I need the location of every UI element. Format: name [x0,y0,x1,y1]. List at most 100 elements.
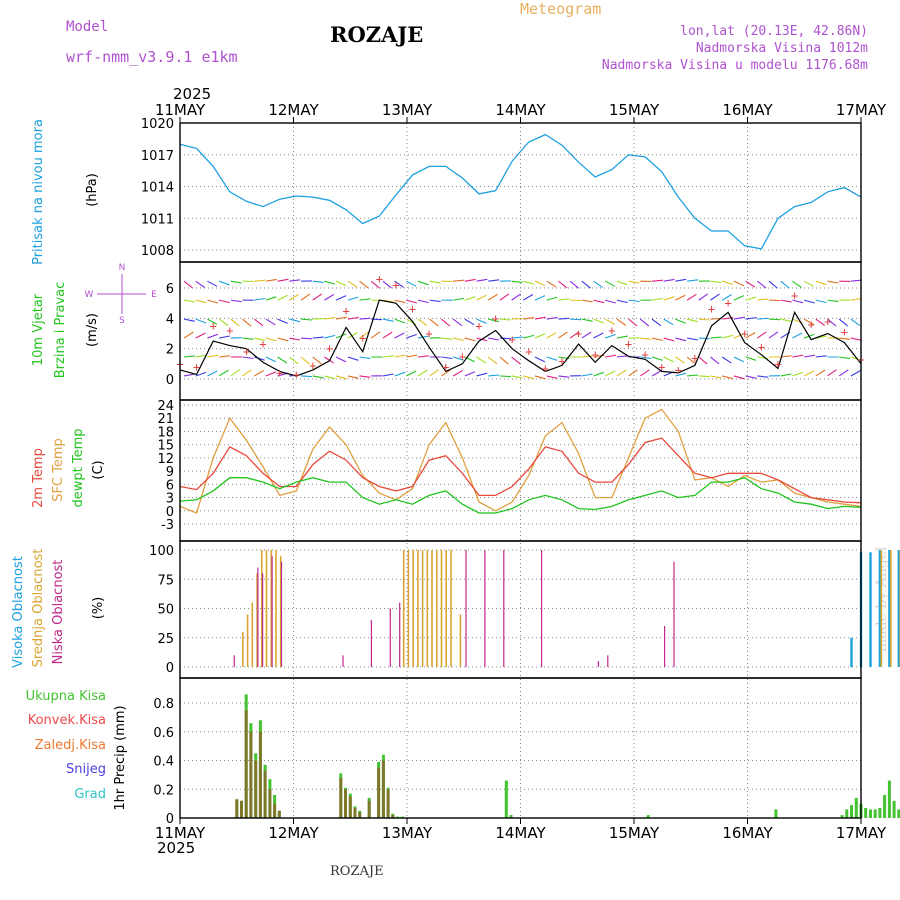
pressure-ylabel-title: Pritisak na nivou mora [31,119,46,265]
gust-marker: + [558,354,565,368]
year-bottom-label: 2025 [157,839,195,857]
wind-arrow [312,375,324,379]
wind-arrow [651,356,663,361]
cloud-bar-low [257,567,259,667]
wind-arrow [651,297,663,301]
wind-arrow [511,336,523,339]
wind-arrow [686,356,697,365]
wind-arrow [207,370,218,377]
temp-ytick-label: 12 [157,452,174,467]
wind-arrow [382,331,393,339]
altitude-label: Nadmorska Visina 1012m [695,41,868,56]
cloud-bar-mid [417,550,419,667]
precip-bar-total [864,807,868,818]
wind-arrow [488,374,500,377]
wind-arrow [218,318,229,326]
wind-arrow [183,318,195,322]
precip-bar-total [396,816,399,818]
cloud-ylabel-unit: (%) [91,597,106,620]
wind-arrow [335,356,347,363]
wind-arrow [242,369,252,377]
cloud-bar-high [869,552,872,667]
cloud-bar-low [233,655,235,667]
precip-bar-conv [235,799,239,818]
wind-arrow [698,318,710,321]
precip-label-frozen: Zaledj.Kisa [35,738,106,753]
wind-arrow [406,333,417,339]
precip-bar-conv [358,812,362,819]
wind-arrow [265,318,276,326]
wind-arrow [675,372,687,377]
day-label-top: 16MAY [722,101,773,119]
wind-arrow [616,299,628,304]
cloud-bar-mid [445,550,447,667]
model-label: Model [66,19,109,35]
gust-marker: + [392,278,399,292]
wind-ytick-label: 0 [166,373,174,388]
precip-bar-conv [258,731,262,819]
wind-arrow [207,333,218,339]
wind-arrow [569,331,580,339]
wind-arrow [780,280,790,289]
wind-arrow [207,299,219,304]
pressure-ytick-label: 1017 [141,149,174,164]
sfc-temp-line [179,408,862,514]
cloud-bar-mid [256,573,258,667]
gust-marker: + [708,302,715,316]
footer-station-label: ROZAJE [330,864,384,879]
cloud-bar-low [389,608,391,667]
wind-arrow [604,280,616,287]
wind-arrow [265,356,277,363]
precip-bar-total [509,815,513,818]
wind-arrow [745,356,757,361]
cloud-ytick-label: 75 [157,573,174,588]
precip-bar-conv [367,800,371,819]
wind-arrow [218,280,230,286]
wind-ytick-label: 6 [166,282,174,297]
wind-arrow [534,316,546,320]
wind-arrow [780,299,792,303]
wind-arrow [242,356,254,360]
cloud-bar-low [541,550,543,667]
wind-arrow [523,294,534,301]
wind-arrow [335,280,347,287]
wind-speed-line [179,299,862,377]
precip-bar-total [878,807,882,818]
wind-arrow [265,337,277,342]
wind-arrow [370,280,380,289]
wind-arrow [347,375,359,379]
wind-arrow [745,332,756,339]
cloud-ylabel-mid: Srednja Oblacnost [31,549,46,668]
precip-bar-total [840,815,844,818]
wind-arrow [476,356,487,364]
precip-bar-conv [386,789,390,819]
wind-arrow [382,280,392,289]
precip-bar-conv [344,789,347,819]
wind-arrow [324,356,334,364]
cloud-bar-high [850,637,853,668]
wind-arrow [359,280,369,289]
gust-marker: + [243,345,250,359]
wind-arrow [195,371,207,377]
compass-west-label: W [85,290,94,300]
wind-arrow [675,318,686,324]
cloud-bar-low [607,655,609,667]
wind-arrow [792,371,803,377]
wind-arrow [183,331,194,339]
wind-arrow [733,375,745,380]
cloud-ytick-label: 100 [149,544,174,559]
compass-south-label: S [119,316,125,326]
wind-arrow [698,356,708,365]
wind-arrow [570,318,582,321]
wind-arrow [640,337,652,340]
wind-arrow [546,332,557,339]
wind-arrow [312,293,323,301]
wind-arrow [183,280,193,289]
gust-marker: + [475,319,482,333]
wind-arrow [558,298,570,301]
wind-arrow [663,356,674,363]
wind-arrow [628,280,640,284]
cloud-bar-low [597,661,599,667]
wind-arrow [827,280,839,284]
wind-arrow [511,280,523,283]
